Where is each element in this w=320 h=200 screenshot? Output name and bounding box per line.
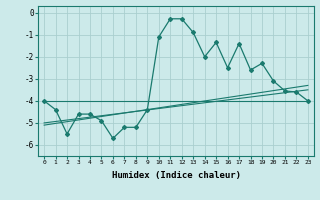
X-axis label: Humidex (Indice chaleur): Humidex (Indice chaleur) (111, 171, 241, 180)
